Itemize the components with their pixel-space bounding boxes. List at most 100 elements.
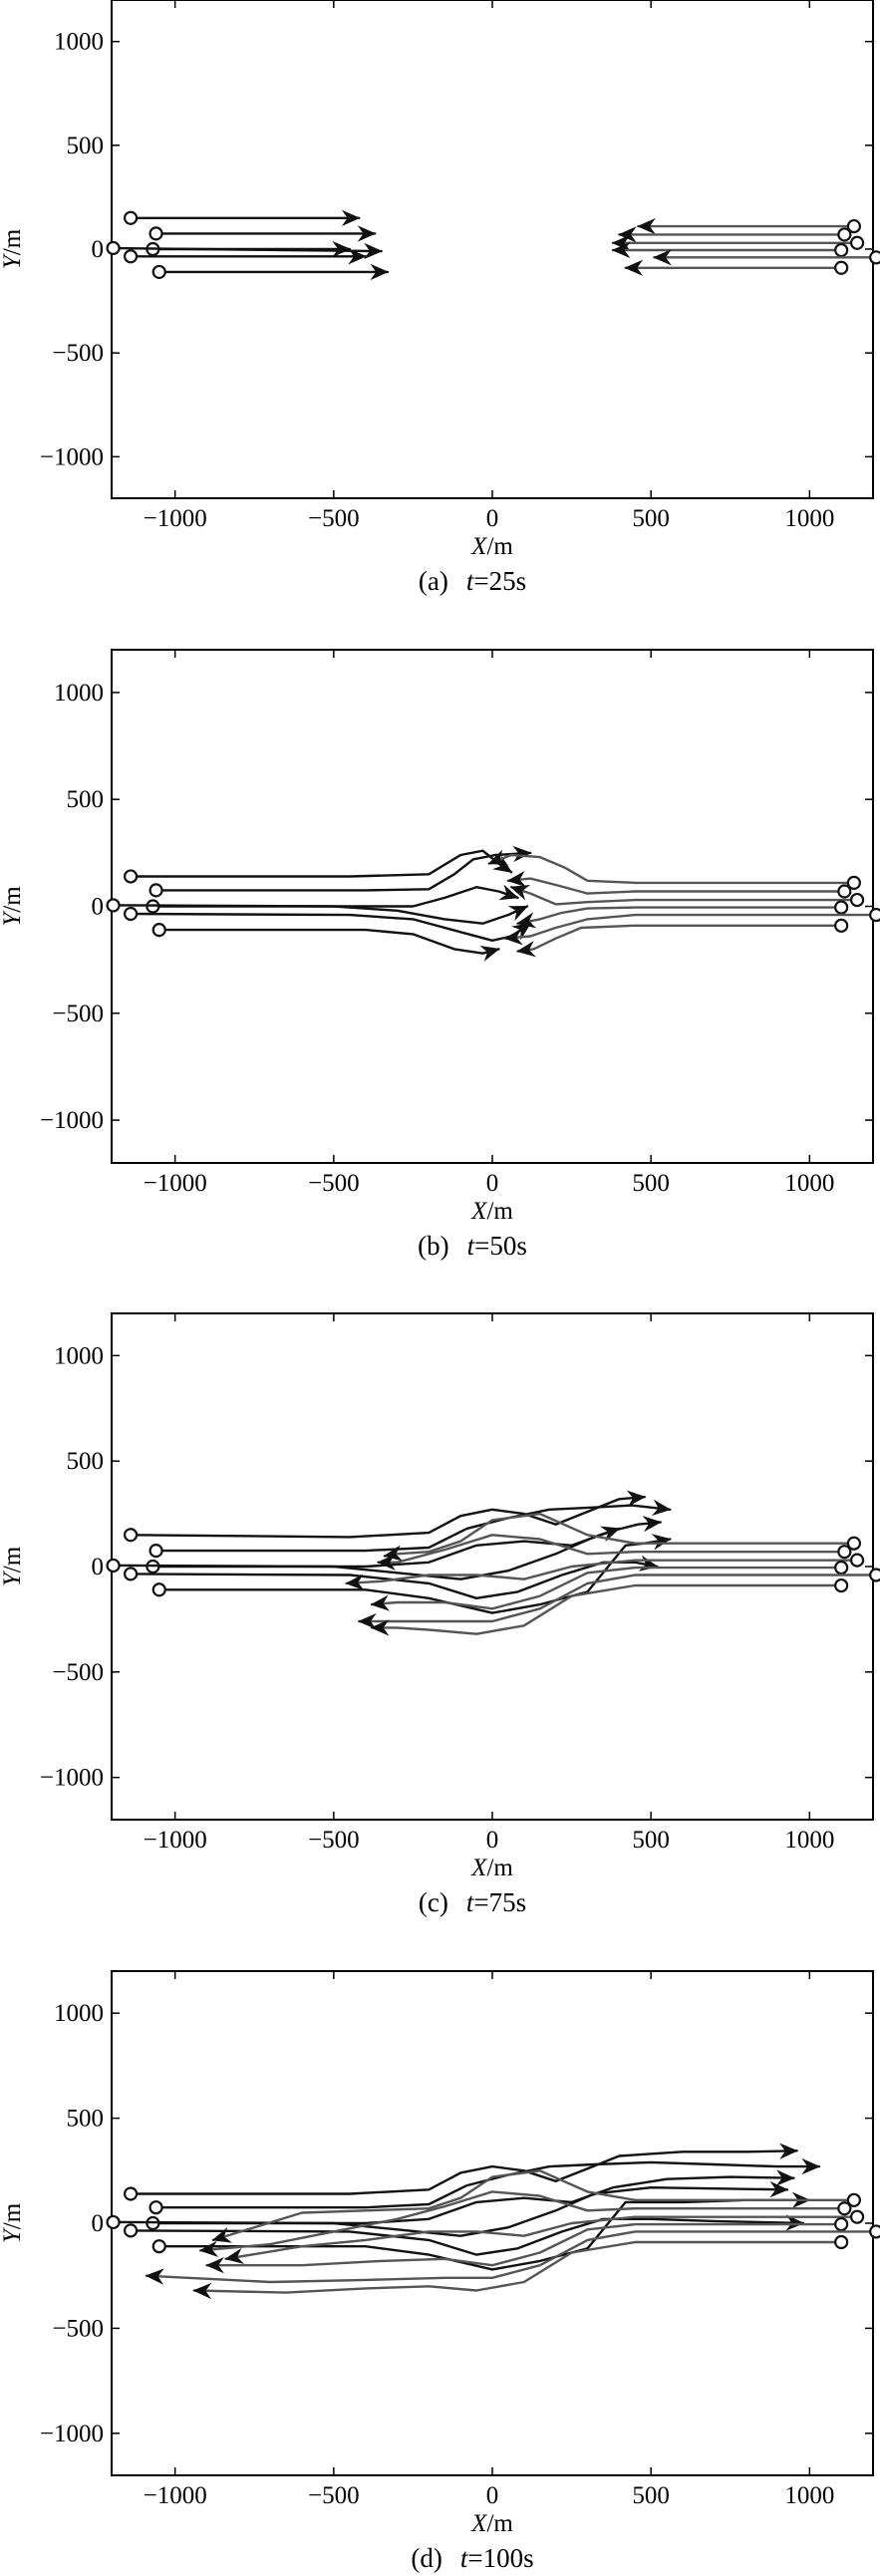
arrow-head-a — [624, 259, 644, 276]
x-axis-var-c: X — [470, 1855, 488, 1881]
y-tick-label-a: 0 — [92, 236, 105, 263]
arrow-head-b — [479, 946, 500, 962]
y-axis-label-a: Y/m — [0, 228, 26, 269]
arrow-head-b — [511, 923, 532, 941]
start-marker-d — [837, 2201, 852, 2216]
y-axis-unit-c: /m — [0, 1546, 26, 1573]
arrow-head-c — [651, 1534, 672, 1551]
x-tick-label-c: 1000 — [784, 1827, 834, 1854]
arrow-head-a — [370, 263, 390, 281]
panel-a: −1000 −500 0 500 100010005000−500−1000X/mY/m… — [0, 0, 880, 596]
x-tick-label-c: −1000 — [144, 1827, 207, 1854]
start-marker-d — [124, 2186, 139, 2201]
start-marker-d — [846, 2192, 862, 2207]
panel-caption-time-value-b: =50s — [474, 1231, 527, 1261]
y-tick-label-c: −1000 — [40, 1765, 104, 1792]
arrow-head-b — [507, 905, 529, 922]
start-marker-d — [124, 2223, 139, 2238]
start-marker-d — [148, 2200, 163, 2215]
y-axis-var-a: Y — [0, 252, 26, 269]
x-tick-label-b: 500 — [632, 1170, 670, 1197]
panel-caption-time-value-a: =25s — [473, 566, 526, 596]
y-tick-label-b: −1000 — [40, 1107, 104, 1134]
y-axis-unit-a: /m — [0, 228, 26, 255]
x-axis-unit-b: /m — [486, 1198, 513, 1225]
start-marker-d — [834, 2234, 849, 2250]
arrow-head-c — [383, 1545, 404, 1562]
x-axis-var-d: X — [470, 2510, 488, 2537]
start-marker-b — [151, 923, 166, 938]
start-marker-b — [106, 898, 121, 913]
arrow-head-b — [498, 884, 519, 901]
y-axis-label-c: Y/m — [0, 1546, 26, 1586]
start-marker-b — [834, 918, 849, 933]
arrow-head-c — [370, 1594, 391, 1611]
y-tick-label-b: 500 — [67, 786, 105, 813]
start-marker-c — [834, 1577, 849, 1593]
panel-caption-time-value-d: =100s — [467, 2543, 533, 2573]
trajectory-left-b — [151, 886, 519, 908]
y-tick-label-d: 500 — [67, 2106, 105, 2133]
x-tick-label-b: −500 — [308, 1170, 360, 1197]
arrow-head-c — [377, 1554, 396, 1571]
x-tick-label-a: 500 — [632, 505, 670, 532]
x-axis-unit-a: /m — [486, 533, 513, 560]
start-marker-d — [151, 2239, 166, 2254]
panel-c: −1000 −500 0 500 100010005000−500−1000X/mY/m… — [0, 1312, 880, 1917]
x-tick-label-b: −1000 — [144, 1170, 207, 1197]
arrow-head-c — [370, 1619, 390, 1636]
arrow-head-c — [642, 1515, 662, 1533]
arrow-head-d — [224, 2247, 245, 2265]
start-marker-d — [106, 2214, 121, 2230]
arrow-head-c — [358, 1612, 377, 1630]
trajectory-right-b — [506, 877, 846, 895]
y-tick-label-a: 1000 — [54, 29, 104, 56]
trajectory-left-b — [154, 851, 532, 892]
arrow-head-a — [611, 241, 631, 259]
arrow-head-b — [506, 870, 527, 888]
arrow-head-a — [357, 225, 377, 242]
y-tick-label-d: −500 — [52, 2315, 104, 2342]
arrow-head-c — [345, 1574, 365, 1591]
start-marker-c — [834, 1560, 849, 1575]
panel-caption-time-var-d: t — [460, 2543, 469, 2573]
y-tick-label-c: 1000 — [54, 1342, 104, 1369]
panel-caption-label-b: (b) — [418, 1231, 448, 1261]
start-marker-c — [106, 1558, 121, 1574]
panel-d: −1000 −500 0 500 100010005000−500−1000X/mY/m… — [0, 1970, 880, 2573]
trajectory-right-c — [370, 1566, 843, 1610]
trajectory-left-d — [151, 2175, 795, 2225]
start-marker-a — [151, 264, 166, 280]
x-tick-label-d: 1000 — [784, 2482, 834, 2509]
start-marker-b — [849, 892, 865, 908]
arrow-head-d — [198, 2240, 219, 2257]
trajectory-right-d — [224, 2215, 859, 2261]
arrow-head-a — [341, 209, 361, 226]
y-axis-var-c: Y — [0, 1570, 26, 1586]
panel-caption-a: (a) t=25s — [419, 566, 526, 596]
x-tick-label-b: 0 — [486, 1170, 499, 1197]
trajectory-right-b — [503, 913, 878, 940]
x-tick-label-d: 500 — [632, 2482, 670, 2509]
x-axis-label-c: X/m — [470, 1855, 513, 1881]
start-marker-a — [834, 242, 849, 258]
trajectory-right-d — [211, 2169, 856, 2242]
start-marker-d — [849, 2209, 865, 2224]
start-marker-a — [124, 210, 139, 225]
x-tick-label-b: 1000 — [784, 1170, 834, 1197]
trajectory-right-c — [358, 1574, 878, 1623]
start-marker-c — [846, 1536, 862, 1551]
start-marker-b — [846, 875, 862, 890]
x-axis-label-b: X/m — [470, 1198, 513, 1225]
trajectory-right-c — [345, 1559, 859, 1585]
arrow-head-b — [516, 941, 536, 958]
arrow-head-b — [487, 849, 509, 865]
start-marker-c — [148, 1544, 163, 1559]
start-marker-c — [124, 1567, 139, 1581]
trajectory-right-c — [370, 1583, 843, 1635]
start-marker-a — [846, 218, 862, 234]
panel-caption-time-var-a: t — [466, 566, 475, 596]
start-marker-c — [837, 1545, 852, 1560]
trajectory-right-c — [383, 1512, 856, 1558]
y-axis-label-b: Y/m — [0, 886, 26, 927]
